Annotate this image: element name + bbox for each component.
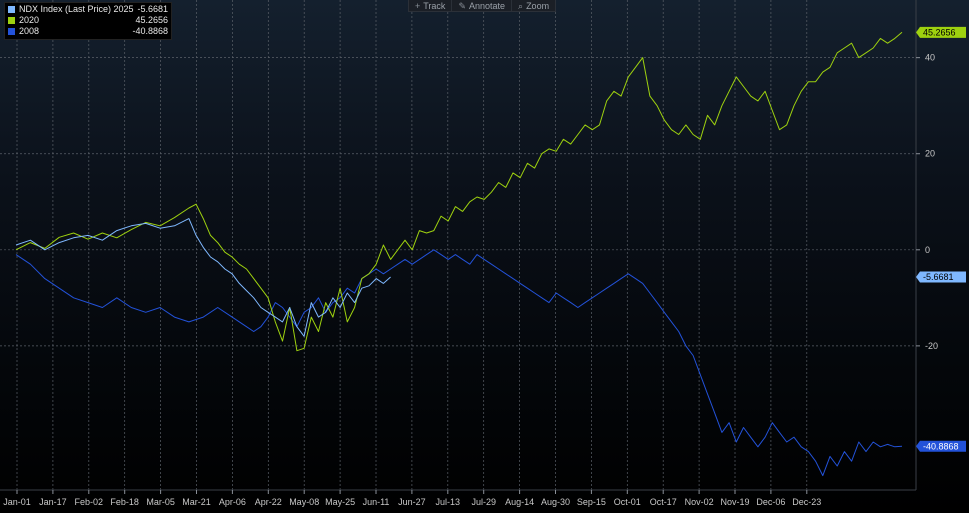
x-tick-label: Oct-01 <box>614 497 641 507</box>
x-tick-label: Nov-02 <box>685 497 714 507</box>
x-tick-label: Jun-11 <box>363 497 390 507</box>
y-axis: 40 20 0 -20 <box>915 0 938 490</box>
pencil-icon: ✎ <box>458 0 466 11</box>
y-tick-label: 0 <box>925 245 930 255</box>
end-tag-2020: 45.2656 <box>916 26 966 38</box>
legend-item-2008: 2008 -40.8868 <box>8 26 168 37</box>
x-tick-label: Dec-23 <box>792 497 821 507</box>
chart-toolbar: + Track ✎ Annotate ⌕ Zoom <box>408 0 557 12</box>
x-tick-label: Dec-06 <box>756 497 785 507</box>
legend-swatch <box>8 28 15 35</box>
x-tick-label: Feb-18 <box>110 497 139 507</box>
x-tick-label: Mar-21 <box>182 497 211 507</box>
x-axis: Jan-01 Jan-17 Feb-02 Feb-18 Mar-05 Mar-21 Apr-… <box>0 489 916 507</box>
legend-swatch <box>8 6 15 13</box>
legend-label: 2020 <box>19 15 40 25</box>
legend-value: -5.6681 <box>137 4 168 14</box>
legend-value: 45.2656 <box>135 15 168 25</box>
end-tag-2008: -40.8868 <box>916 440 966 452</box>
track-label: Track <box>423 0 446 11</box>
x-tick-label: Jul-29 <box>471 497 496 507</box>
end-tag-value: 45.2656 <box>923 28 956 38</box>
zoom-label: Zoom <box>526 0 550 11</box>
y-tick-label: 40 <box>925 53 935 63</box>
legend-item-2020: 2020 45.2656 <box>8 15 168 26</box>
x-tick-label: Apr-22 <box>255 497 282 507</box>
end-tag-box <box>916 271 966 283</box>
zoom-button[interactable]: ⌕ Zoom <box>512 0 555 11</box>
x-tick-label: Aug-14 <box>505 497 534 507</box>
end-tag-box <box>916 26 966 38</box>
x-tick-label: Mar-05 <box>146 497 175 507</box>
end-value-tags: 45.2656 -5.6681 -40.8868 <box>916 26 966 452</box>
legend: NDX Index (Last Price) 2025 -5.6681 2020… <box>4 2 172 40</box>
x-tick-label: May-25 <box>325 497 355 507</box>
series-line-2020 <box>15 31 903 352</box>
end-tag-box <box>916 440 966 452</box>
y-tick-label: 20 <box>925 149 935 159</box>
x-tick-label: May-08 <box>289 497 319 507</box>
x-tick-label: Sep-15 <box>577 497 606 507</box>
legend-swatch <box>8 17 15 24</box>
x-tick-label: Jul-13 <box>436 497 461 507</box>
legend-label: 2008 <box>19 26 40 36</box>
x-tick-label: Aug-30 <box>541 497 570 507</box>
end-tag-ndx-index-last-price-2025: -5.6681 <box>916 271 966 283</box>
x-tick-label: Jan-17 <box>39 497 67 507</box>
series-line-2008 <box>15 249 903 477</box>
plus-icon: + <box>415 0 421 11</box>
x-tick-label: Jun-27 <box>398 497 426 507</box>
legend-value: -40.8868 <box>132 26 168 36</box>
annotate-button[interactable]: ✎ Annotate <box>452 0 513 11</box>
track-button[interactable]: + Track <box>409 0 453 11</box>
x-tick-label: Feb-02 <box>75 497 104 507</box>
x-tick-label: Nov-19 <box>720 497 749 507</box>
magnifier-icon: ⌕ <box>518 0 524 11</box>
x-tick-label: Apr-06 <box>219 497 246 507</box>
legend-item-ndx-2025: NDX Index (Last Price) 2025 -5.6681 <box>8 4 168 15</box>
x-tick-label: Oct-17 <box>650 497 677 507</box>
x-tick-label: Jan-01 <box>3 497 31 507</box>
legend-label: NDX Index (Last Price) 2025 <box>19 4 134 14</box>
end-tag-value: -40.8868 <box>923 441 959 451</box>
chart-grid <box>0 0 916 490</box>
chart-series <box>15 31 903 477</box>
end-tag-value: -5.6681 <box>923 272 954 282</box>
series-line-ndx-index-last-price-2025 <box>15 218 391 337</box>
y-tick-label: -20 <box>925 341 938 351</box>
annotate-label: Annotate <box>468 0 506 11</box>
